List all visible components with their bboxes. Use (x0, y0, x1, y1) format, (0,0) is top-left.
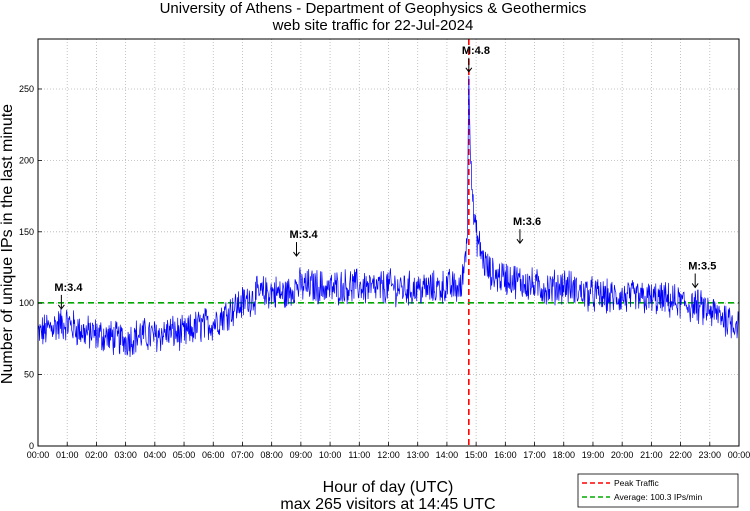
quake-annotation-arrowhead (516, 238, 524, 245)
quake-annotation-label: M:3.4 (289, 229, 318, 241)
quake-annotation-label: M:3.4 (54, 282, 83, 294)
chart-title: University of Athens - Department of Geo… (160, 0, 587, 17)
chart-subtitle: web site traffic for 22-Jul-2024 (272, 17, 474, 34)
x-tick-label: 01:00 (56, 450, 79, 460)
x-tick-label: 09:00 (290, 450, 313, 460)
x-tick-label: 03:00 (114, 450, 137, 460)
reference-lines (38, 39, 739, 446)
x-axis-label: Hour of day (UTC) (323, 479, 454, 496)
x-tick-label: 18:00 (552, 450, 575, 460)
y-tick-label: 150 (19, 227, 34, 237)
x-tick-label: 00:00 (728, 450, 750, 460)
annotations: M:3.4 M:3.4 M:4.8 M:3.6 M:3.5 (54, 45, 716, 310)
y-tick-label: 200 (19, 155, 34, 165)
x-tick-labels: 00:00 01:00 02:00 03:00 04:00 05:00 06:00 07:00… (27, 442, 750, 460)
x-tick-label: 23:00 (699, 450, 722, 460)
x-tick-label: 07:00 (231, 450, 254, 460)
series-layer (37, 75, 740, 358)
quake-annotation-label: M:3.5 (688, 260, 716, 272)
x-tick-label: 19:00 (582, 450, 605, 460)
grid (38, 39, 739, 446)
y-tick-labels: 0 50 100 150 200 250 (19, 84, 42, 451)
legend-label-peak: Peak Traffic (614, 478, 659, 488)
legend: Peak Traffic Average: 100.3 IPs/min (577, 473, 739, 508)
footer-max-visitors: max 265 visitors at 14:45 UTC (280, 496, 495, 511)
quake-annotation-arrowhead (293, 251, 300, 257)
x-tick-label: 13:00 (406, 450, 429, 460)
x-tick-label: 16:00 (494, 450, 517, 460)
y-axis-label: Number of unique IPs in the last minute (0, 104, 16, 384)
x-tick-label: 14:00 (436, 450, 459, 460)
x-tick-label: 17:00 (523, 450, 546, 460)
y-tick-label: 250 (19, 84, 34, 94)
y-tick-label: 100 (19, 298, 34, 308)
y-tick-label: 0 (29, 441, 34, 451)
quake-annotation-arrowhead (691, 283, 699, 289)
x-tick-label: 20:00 (611, 450, 634, 460)
x-tick-label: 10:00 (319, 450, 342, 460)
x-tick-label: 02:00 (85, 450, 108, 460)
x-tick-label: 08:00 (260, 450, 283, 460)
x-tick-label: 11:00 (348, 450, 370, 460)
legend-label-average: Average: 100.3 IPs/min (614, 492, 702, 502)
x-tick-label: 00:00 (27, 450, 50, 460)
quake-annotation-arrowhead (57, 304, 65, 310)
x-tick-label: 06:00 (202, 450, 225, 460)
x-tick-label: 04:00 (144, 450, 167, 460)
quake-annotation-arrowhead (465, 67, 473, 73)
y-tick-label: 50 (24, 370, 34, 380)
x-tick-label: 12:00 (377, 450, 400, 460)
x-tick-label: 21:00 (640, 450, 663, 460)
traffic-series-line (37, 75, 740, 358)
x-tick-label: 05:00 (173, 450, 196, 460)
x-tick-label: 15:00 (465, 450, 488, 460)
quake-annotation-label: M:4.8 (462, 45, 490, 57)
legend-box (577, 473, 739, 508)
quake-annotation-label: M:3.6 (513, 216, 541, 228)
x-tick-label: 22:00 (669, 450, 692, 460)
